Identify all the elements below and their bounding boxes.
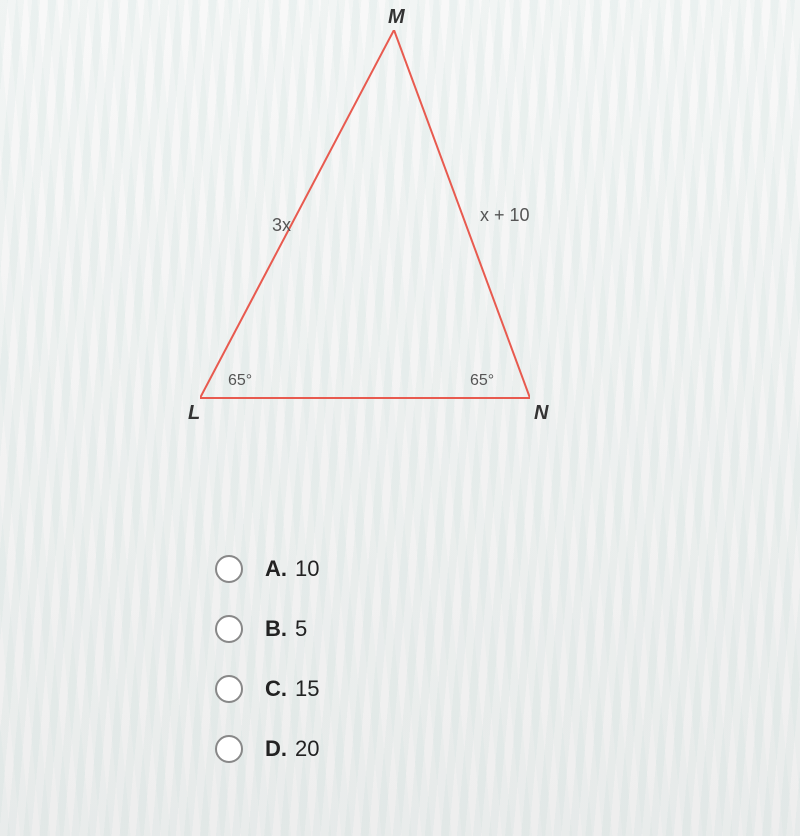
answer-letter: A. — [265, 556, 287, 582]
answer-letter: B. — [265, 616, 287, 642]
answer-option-b[interactable]: B. 5 — [215, 615, 319, 643]
answer-letter: D. — [265, 736, 287, 762]
answer-option-c[interactable]: C. 15 — [215, 675, 319, 703]
side-label-left: 3x — [272, 215, 291, 236]
answer-option-d[interactable]: D. 20 — [215, 735, 319, 763]
radio-icon — [215, 555, 243, 583]
angle-label-left: 65° — [228, 372, 252, 390]
vertex-label-right: N — [534, 402, 548, 425]
triangle-figure: M L N 3x x + 10 65° 65° — [200, 30, 530, 430]
angle-label-right: 65° — [470, 372, 494, 390]
answer-value: 10 — [295, 556, 319, 582]
triangle-svg — [200, 30, 530, 430]
answer-value: 20 — [295, 736, 319, 762]
side-label-right: x + 10 — [480, 205, 530, 226]
radio-icon — [215, 675, 243, 703]
answer-list: A. 10 B. 5 C. 15 D. 20 — [215, 555, 319, 795]
answer-letter: C. — [265, 676, 287, 702]
triangle-side-left — [200, 30, 394, 398]
answer-value: 5 — [295, 616, 307, 642]
vertex-label-top: M — [388, 6, 405, 29]
radio-icon — [215, 615, 243, 643]
vertex-label-left: L — [188, 402, 200, 425]
radio-icon — [215, 735, 243, 763]
answer-option-a[interactable]: A. 10 — [215, 555, 319, 583]
answer-value: 15 — [295, 676, 319, 702]
